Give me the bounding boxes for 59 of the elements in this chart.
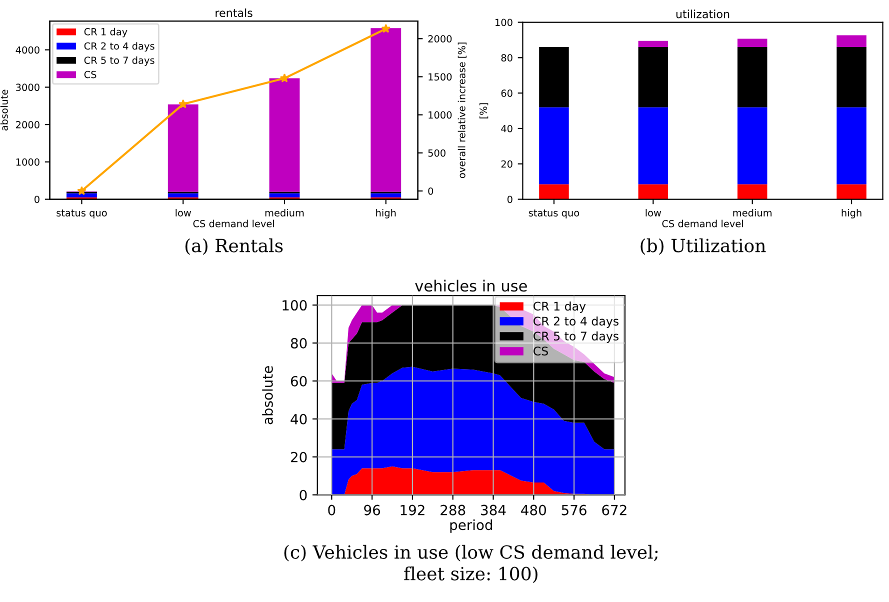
x-tick-label: high	[376, 208, 396, 218]
y-tick-label: 100	[282, 300, 307, 311]
y-tick-label: 4000	[16, 46, 40, 54]
legend-label: CS	[84, 70, 96, 78]
y-tick-label: 20	[501, 160, 512, 168]
x-tick-label: 192	[400, 504, 424, 516]
x-tick-label: 384	[481, 504, 506, 516]
y-tick-label: 20	[290, 452, 307, 462]
x-tick-label: high	[842, 208, 862, 218]
text: (a) Rentals	[185, 238, 283, 255]
chart-title: rentals	[216, 8, 252, 18]
y2-tick-label: 0	[428, 187, 434, 195]
y2-tick-label: 1000	[428, 111, 452, 119]
x-tick-label: 576	[562, 504, 586, 516]
legend-label: CR 1 day	[84, 28, 128, 38]
x-tick-label: low	[646, 208, 662, 217]
series-label: CR 5 to 7 days	[534, 331, 618, 343]
y2-tick-label: 1500	[428, 73, 452, 81]
x-tick-label: medium	[733, 208, 772, 217]
x-axis-title: CS demand level	[662, 220, 743, 228]
y-tick-label: 0	[300, 490, 307, 500]
text: (b) Utilization	[640, 238, 766, 255]
y-tick-label: 0	[507, 196, 512, 204]
y-axis-title: absolute	[0, 90, 8, 130]
chart-title: vehicles in use	[415, 280, 527, 292]
y-tick-label: 40	[290, 414, 307, 424]
x-axis-title: period	[450, 519, 492, 533]
y-tick-label: 40	[501, 124, 512, 132]
y-tick-label: 0	[34, 196, 40, 204]
y2-tick-label: 500	[428, 149, 446, 157]
legend-label: CR 5 to 7 days	[84, 56, 154, 66]
chart-title: utilization	[676, 10, 730, 18]
series-label: CS	[534, 346, 548, 356]
x-tick-label: medium	[265, 208, 304, 217]
y2-tick-label: 2000	[428, 35, 452, 42]
x-tick-label: 0	[328, 504, 336, 516]
y-tick-label: 2000	[16, 121, 40, 128]
y-tick-label: 100	[496, 18, 512, 26]
x-tick-label: 96	[364, 504, 380, 516]
legend-label: CR 2 to 4 days	[534, 316, 618, 328]
legend-label: CR 2 to 4 days	[84, 42, 154, 52]
y-axis-title: [%]	[479, 103, 488, 118]
x-tick-label: 480	[521, 504, 546, 516]
y-tick-label: 3000	[16, 84, 40, 92]
y-tick-label: 60	[290, 376, 307, 386]
y-axis-title: absolute	[262, 366, 273, 424]
y2-axis-title: overall relative increase [%]	[458, 42, 467, 178]
text: (c) Vehicles in use (low CS demand level; fleet size: 100)	[284, 544, 658, 583]
y-tick-label: 1000	[16, 158, 40, 166]
legend-label: CR 1 day	[534, 301, 586, 313]
y-tick-label: 80	[290, 338, 307, 348]
x-tick-label: low	[176, 208, 192, 217]
x-tick-label: 288	[440, 504, 466, 516]
y-tick-label: 80	[501, 54, 512, 62]
x-tick-label: 672	[602, 504, 626, 516]
x-tick-label: status quo	[56, 210, 107, 218]
x-tick-label: status quo	[528, 210, 580, 218]
y-tick-label: 60	[501, 90, 512, 97]
x-axis-title: CS demand level	[193, 220, 274, 228]
